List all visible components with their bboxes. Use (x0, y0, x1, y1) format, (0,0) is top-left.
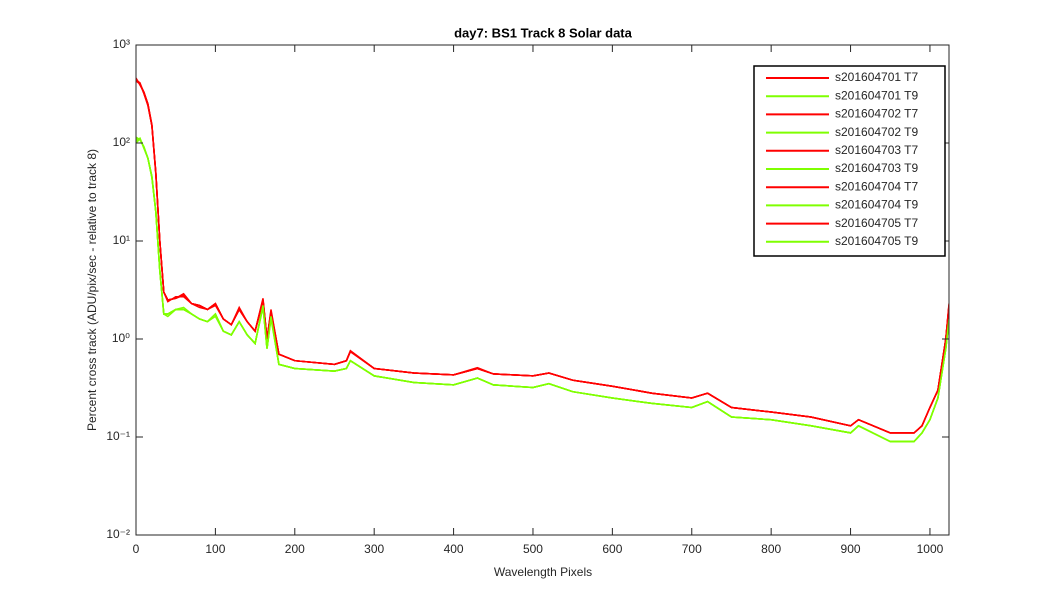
x-tick-label: 800 (761, 542, 781, 556)
x-tick-label: 0 (133, 542, 140, 556)
axes-box (135, 44, 950, 536)
legend-label: s201604704 T7 (835, 179, 919, 193)
legend-label: s201604703 T7 (835, 143, 919, 157)
x-tick-label: 300 (364, 542, 384, 556)
y-tick-label: 10² (113, 135, 130, 149)
x-tick-label: 700 (682, 542, 702, 556)
legend-label: s201604703 T9 (835, 161, 919, 175)
legend-label: s201604701 T9 (835, 88, 919, 102)
y-tick-label: 10¹ (113, 233, 130, 247)
y-tick-label: 10⁰ (112, 331, 130, 345)
y-axis-label: Percent cross track (ADU/pix/sec - relat… (85, 149, 99, 431)
y-tick-label: 10⁻² (106, 527, 130, 541)
x-tick-label: 900 (841, 542, 861, 556)
y-tick-label: 10³ (113, 37, 130, 51)
y-tick-label: 10⁻¹ (106, 429, 130, 443)
legend-label: s201604705 T9 (835, 234, 919, 248)
x-tick-label: 100 (205, 542, 225, 556)
x-tick-label: 400 (444, 542, 464, 556)
legend-label: s201604704 T9 (835, 198, 919, 212)
chart-title: day7: BS1 Track 8 Solar data (454, 25, 633, 40)
data-line (136, 137, 949, 443)
legend-label: s201604702 T9 (835, 125, 919, 139)
legend-label: s201604705 T7 (835, 216, 919, 230)
x-tick-label: 500 (523, 542, 543, 556)
legend-label: s201604702 T7 (835, 107, 919, 121)
data-line (136, 80, 949, 434)
x-tick-label: 1000 (917, 542, 944, 556)
x-tick-label: 200 (285, 542, 305, 556)
x-tick-label: 600 (602, 542, 622, 556)
legend-label: s201604701 T7 (835, 70, 919, 84)
x-axis-label: Wavelength Pixels (494, 565, 592, 579)
